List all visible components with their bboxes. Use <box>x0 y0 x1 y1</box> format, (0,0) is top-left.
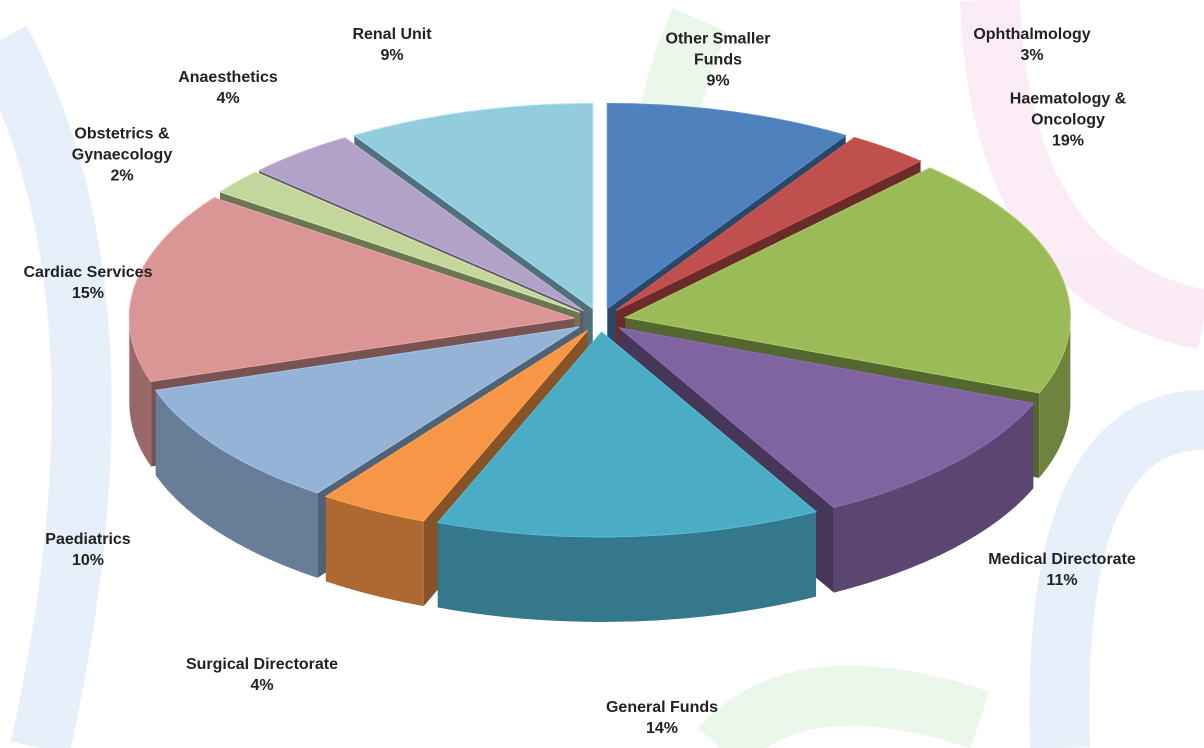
category-label: Obstetrics & Gynaecology <box>71 125 173 164</box>
category-label: Anaesthetics <box>178 69 278 86</box>
value-label: 4% <box>216 90 240 107</box>
value-label: 2% <box>110 167 134 185</box>
slice <box>615 136 922 311</box>
slice <box>606 102 847 310</box>
category-label: Surgical Directorate <box>185 656 339 673</box>
value-label: 14% <box>645 720 679 737</box>
value-label: 4% <box>250 677 274 694</box>
value-label: 11% <box>1046 572 1078 589</box>
slice <box>436 331 818 538</box>
category-label: Haematology & Oncology <box>1009 90 1127 129</box>
category-label: Ophthalmology <box>973 26 1091 43</box>
value-label: 9% <box>706 72 730 90</box>
slice-label: General Funds 14% <box>572 697 752 739</box>
category-label: General Funds <box>605 699 719 716</box>
slice-side <box>129 318 152 467</box>
slice <box>154 326 580 494</box>
value-label: 10% <box>71 552 105 569</box>
pie <box>128 102 1071 622</box>
slice-side <box>325 496 424 607</box>
slice <box>218 171 581 313</box>
value-label: 19% <box>1051 132 1085 150</box>
slice-label: Cardiac Services 15% <box>0 262 178 304</box>
slice-label: Medical Directorate 11% <box>972 549 1152 591</box>
slice-label: Renal Unit 9% <box>302 24 482 66</box>
slice-side <box>437 511 817 622</box>
slice-label: Obstetrics & Gynaecology 2% <box>47 124 197 187</box>
slice-label: Haematology & Oncology 19% <box>993 89 1143 152</box>
slice-side <box>1039 317 1071 478</box>
value-label: 3% <box>1020 47 1044 64</box>
value-label: 9% <box>380 47 404 64</box>
slice <box>257 137 584 312</box>
category-label: Paediatrics <box>45 531 131 548</box>
slice <box>324 330 588 522</box>
category-label: Medical Directorate <box>988 551 1136 568</box>
slice-side <box>833 403 1034 593</box>
category-label: Renal Unit <box>352 26 432 43</box>
slice-label: Other Smaller Funds 9% <box>643 29 793 92</box>
value-label: 15% <box>71 285 105 302</box>
slice-label: Anaesthetics 4% <box>138 67 318 109</box>
slice <box>128 197 575 383</box>
slice <box>617 327 1035 509</box>
category-label: Other Smaller Funds <box>665 30 771 69</box>
slice <box>353 102 594 310</box>
slice-side <box>155 390 318 578</box>
slice <box>623 167 1071 394</box>
category-label: Cardiac Services <box>23 264 153 281</box>
slice-label: Ophthalmology 3% <box>942 24 1122 66</box>
slice-label: Surgical Directorate 4% <box>172 654 352 696</box>
slice-label: Paediatrics 10% <box>0 529 178 571</box>
